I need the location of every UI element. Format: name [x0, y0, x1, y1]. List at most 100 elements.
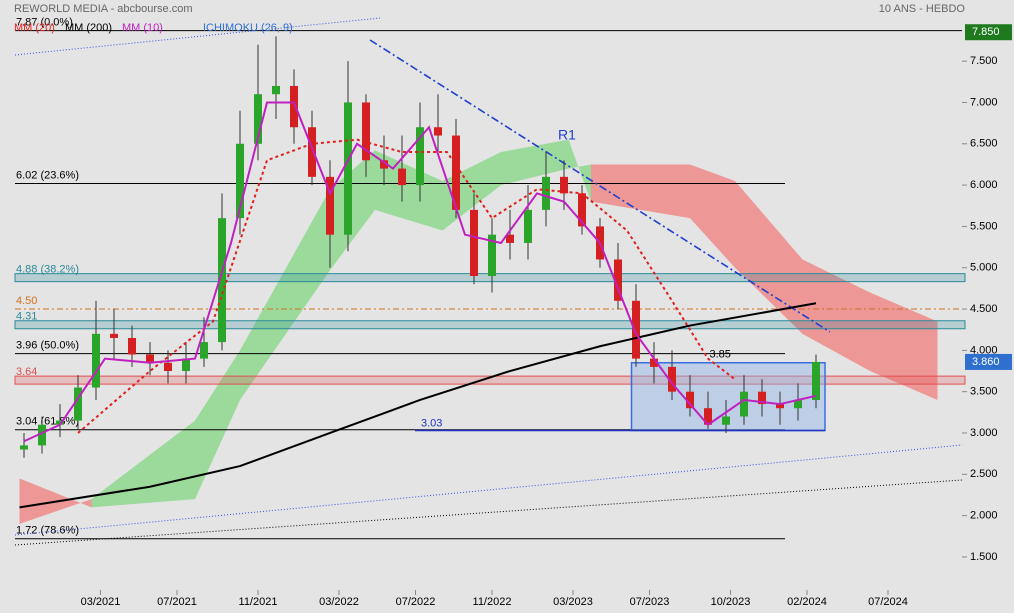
candle-body: [668, 366, 676, 392]
candle-body: [326, 176, 334, 235]
x-tick-label: 11/2021: [239, 596, 278, 608]
candle-body: [776, 404, 784, 409]
level-label: 7.87 (0.0%): [16, 16, 73, 28]
x-tick-label: 07/2024: [868, 596, 908, 608]
candle-body: [254, 94, 262, 144]
candle-body: [506, 234, 514, 243]
cloud-segment: [591, 164, 690, 219]
level-label: 1.72 (78.6%): [16, 525, 79, 537]
candle-body: [794, 399, 802, 409]
level-label: 4.88 (38.2%): [16, 264, 79, 276]
axis-layer: 1.500 2.000 2.500 3.000 3.500 4.000 4.500 5.000…: [81, 24, 1012, 608]
period: 10 ANS - HEBDO: [879, 3, 966, 15]
candle-body: [740, 391, 748, 417]
candle-body: [488, 234, 496, 276]
candle-body: [110, 333, 118, 338]
y-tick-label: 1.500: [970, 551, 998, 563]
candle-body: [398, 168, 406, 186]
candle-body: [614, 259, 622, 301]
trendlines: [14, 17, 963, 546]
level-label: 3.64: [16, 366, 37, 378]
candle-body: [452, 135, 460, 210]
range-top-label: 3.85: [710, 349, 731, 361]
y-tick-label: 7.500: [970, 55, 998, 67]
level-band: [14, 320, 966, 330]
cloud-layer: [19, 139, 938, 524]
x-tick-label: 03/2022: [319, 596, 359, 608]
moving-average: [19, 302, 817, 509]
candle-body: [560, 176, 568, 194]
legend-entry: MM (200): [65, 22, 112, 34]
candle-body: [182, 358, 190, 372]
cloud-segment: [735, 180, 803, 334]
annotation: R1: [558, 127, 576, 143]
channel-line: [14, 444, 963, 536]
candle-body: [146, 354, 154, 363]
candle-body: [308, 127, 316, 177]
x-tick-label: 07/2022: [396, 596, 436, 608]
x-tick-label: 07/2021: [157, 596, 197, 608]
y-tick-label: 3.000: [970, 427, 998, 439]
candle-body: [524, 209, 532, 243]
y-tick-label: 3.500: [970, 386, 998, 398]
legend-entry: ICHIMOKU (26, 9): [203, 22, 293, 34]
cloud-segment: [690, 164, 735, 268]
cloud-segment: [240, 189, 330, 400]
y-tick-label: 4.500: [970, 303, 998, 315]
candle-body: [722, 416, 730, 425]
candle-body: [236, 143, 244, 219]
cloud-segment: [802, 259, 870, 372]
x-tick-label: 10/2023: [711, 596, 751, 608]
cloud-segment: [330, 150, 375, 271]
chart-title: REWORLD MEDIA - abcbourse.com: [14, 3, 193, 15]
candle-body: [20, 445, 28, 450]
candle-body: [164, 362, 172, 372]
y-tick-label: 2.500: [970, 468, 998, 480]
candle-body: [74, 387, 82, 421]
channel-line: [14, 17, 381, 56]
legend-entry: MM (20): [14, 22, 55, 34]
cloud-segment: [91, 420, 195, 508]
x-tick-label: 07/2023: [630, 596, 670, 608]
candle-body: [470, 209, 478, 276]
candle-body: [542, 176, 550, 210]
y-tick-label: 5.500: [970, 220, 998, 232]
trendline: [369, 39, 831, 333]
moving-average: [77, 138, 736, 434]
level-label: 3.96 (50.0%): [16, 340, 79, 352]
cloud-segment: [375, 150, 443, 231]
price-tag: [965, 353, 1012, 370]
legend: MM (20) MM (200) MM (10) ICHIMOKU (26, 9): [14, 22, 293, 34]
price-tag-label: 3.860: [972, 356, 1000, 368]
candle-body: [704, 408, 712, 425]
x-tick-label: 03/2023: [553, 596, 593, 608]
candle-body: [380, 160, 388, 169]
level-label: 6.02 (23.6%): [16, 169, 79, 181]
y-tick-label: 4.000: [970, 344, 998, 356]
y-tick-label: 7.000: [970, 96, 998, 108]
cloud-segment: [195, 350, 240, 500]
x-tick-label: 02/2024: [787, 596, 827, 608]
candle-body: [416, 127, 424, 186]
candle-body: [272, 85, 280, 95]
range-bottom-label: 3.03: [421, 417, 442, 429]
cloud-segment: [870, 292, 938, 400]
cloud-segment: [501, 139, 569, 186]
candle-body: [344, 102, 352, 235]
candle-body: [686, 391, 694, 409]
x-tick-label: 11/2022: [473, 596, 512, 608]
level-label: 4.31: [16, 311, 37, 323]
candle-body: [650, 358, 658, 367]
candle-body: [434, 127, 442, 136]
level-band: [14, 375, 966, 385]
y-tick-label: 5.000: [970, 262, 998, 274]
candle-body: [362, 102, 370, 161]
candle-body: [38, 424, 46, 446]
level-label: 4.50: [16, 295, 37, 307]
candle-body: [812, 361, 820, 400]
channel-line: [14, 479, 963, 546]
candle-body: [758, 391, 766, 405]
price-tag-label: 7.850: [972, 26, 1000, 38]
y-tick-label: 6.000: [970, 179, 998, 191]
